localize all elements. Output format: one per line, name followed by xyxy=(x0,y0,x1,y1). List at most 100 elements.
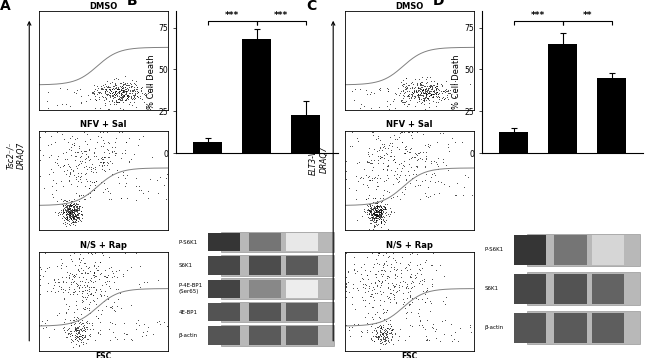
Point xyxy=(69,209,79,214)
Point xyxy=(412,164,423,170)
Point xyxy=(372,330,382,336)
Point xyxy=(419,87,430,92)
Point xyxy=(380,204,390,210)
Point xyxy=(129,151,139,157)
Point xyxy=(70,302,81,308)
Point xyxy=(67,133,77,139)
Point xyxy=(62,215,72,221)
Point xyxy=(122,95,132,101)
Point xyxy=(410,272,420,277)
Point xyxy=(437,318,447,324)
Point xyxy=(64,272,74,277)
Point xyxy=(73,256,84,262)
Point xyxy=(71,200,81,206)
Point xyxy=(389,294,399,300)
Point xyxy=(359,281,370,287)
Point xyxy=(162,171,172,177)
Point xyxy=(406,95,416,100)
Point xyxy=(125,99,135,105)
Point xyxy=(84,331,95,337)
Point xyxy=(396,98,406,104)
Point xyxy=(96,134,106,140)
Point xyxy=(70,136,80,141)
Point xyxy=(76,174,86,179)
Point xyxy=(370,204,380,210)
Point xyxy=(418,82,428,88)
Point xyxy=(122,92,133,97)
Point xyxy=(375,155,385,161)
Point xyxy=(125,87,136,93)
Point xyxy=(84,333,95,339)
Point xyxy=(367,214,378,220)
Point xyxy=(374,155,385,161)
Point xyxy=(450,139,460,145)
Point xyxy=(89,90,99,96)
Point xyxy=(400,84,410,90)
Point xyxy=(70,213,80,219)
Point xyxy=(120,97,130,103)
Point xyxy=(435,130,445,136)
Point xyxy=(401,285,411,290)
Point xyxy=(355,176,365,182)
Point xyxy=(373,203,384,208)
Point xyxy=(439,88,450,94)
Point xyxy=(66,216,77,222)
Text: D: D xyxy=(433,0,445,8)
Point xyxy=(389,154,400,159)
Point xyxy=(88,263,99,268)
Point xyxy=(81,324,91,330)
Point xyxy=(82,290,92,296)
Point xyxy=(432,80,442,86)
Point xyxy=(73,205,83,211)
Point xyxy=(121,82,131,88)
Point xyxy=(71,207,81,213)
Point xyxy=(375,288,385,294)
Point xyxy=(84,185,94,191)
Point xyxy=(424,90,434,96)
Point xyxy=(63,331,73,337)
Point xyxy=(384,106,394,111)
Point xyxy=(372,290,382,296)
Point xyxy=(55,212,66,217)
Point xyxy=(387,327,397,333)
Point xyxy=(390,159,400,165)
Point xyxy=(40,320,50,326)
Point xyxy=(122,172,132,178)
Point xyxy=(112,99,122,105)
Point xyxy=(118,94,128,100)
Point xyxy=(94,130,105,135)
Point xyxy=(66,207,76,213)
Point xyxy=(410,276,421,281)
Point xyxy=(118,92,129,98)
Point xyxy=(64,203,75,209)
Point xyxy=(365,211,376,217)
Text: 4E-BP1: 4E-BP1 xyxy=(179,310,198,315)
Point xyxy=(103,155,113,160)
Point xyxy=(58,168,69,174)
Point xyxy=(110,334,120,340)
Point xyxy=(59,200,70,206)
Point xyxy=(64,207,75,213)
Point xyxy=(413,91,423,97)
Point xyxy=(35,157,46,163)
Point xyxy=(420,95,430,100)
Point xyxy=(64,303,74,309)
Point xyxy=(53,310,64,315)
Point xyxy=(137,333,148,338)
Point xyxy=(364,177,374,183)
Point xyxy=(374,209,385,215)
Point xyxy=(64,215,74,221)
Point xyxy=(52,198,62,204)
Point xyxy=(417,322,428,328)
Point xyxy=(362,272,372,278)
Point xyxy=(384,294,394,300)
Point xyxy=(98,189,108,195)
Point xyxy=(131,86,142,92)
Point xyxy=(76,321,86,327)
Point xyxy=(62,139,73,145)
Point xyxy=(118,336,129,342)
Point xyxy=(105,90,115,96)
Point xyxy=(127,95,138,101)
Point xyxy=(65,171,75,177)
Point xyxy=(404,333,414,339)
